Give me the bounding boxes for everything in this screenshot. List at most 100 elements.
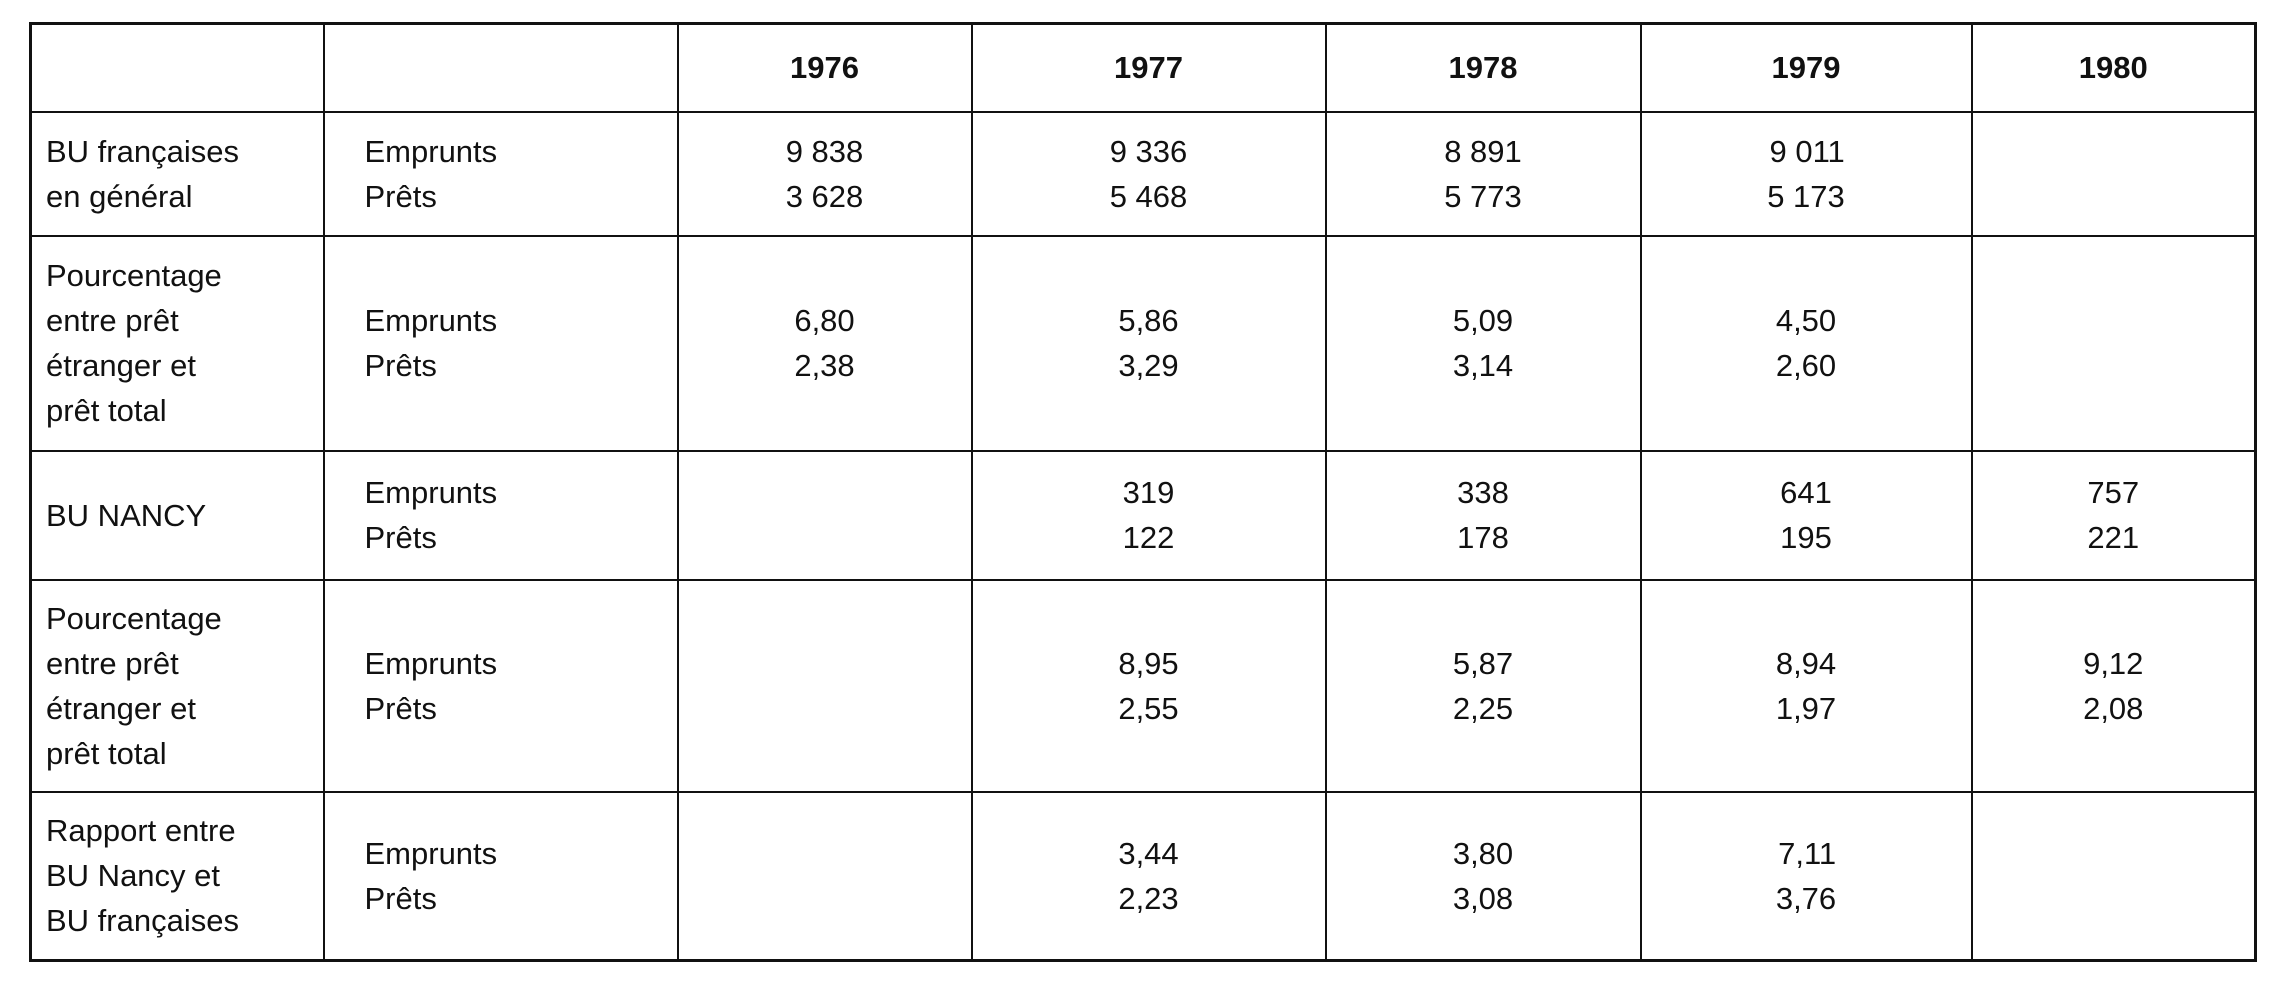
row-label-line: étranger et: [46, 348, 196, 383]
value: 757: [2087, 475, 2140, 510]
value: 3,80: [1452, 835, 1514, 871]
value: 195: [1780, 520, 1832, 555]
value-cell: 3,44 2,23: [970, 790, 1327, 962]
value-cell: 9,12 2,08: [1970, 578, 2257, 793]
year-header: 1978: [1324, 22, 1642, 113]
year-header: 1977: [970, 22, 1327, 113]
value-cell: 8,94 1,97: [1639, 578, 1973, 793]
measure-label: Emprunts: [364, 133, 498, 169]
value-cell: 319 122: [970, 449, 1327, 581]
value: 3,76: [1775, 880, 1837, 916]
value: 9 336: [1109, 133, 1188, 169]
value-block: 3,80 3,08: [1453, 831, 1513, 921]
measure-label: Prêts: [364, 520, 437, 555]
measure-label: Emprunts: [364, 475, 498, 510]
value-block: 9,12 2,08: [2083, 641, 2143, 731]
value-cell: 8 891 5 773: [1324, 110, 1642, 237]
value: 7,11: [1778, 835, 1837, 871]
value-cell: 5,87 2,25: [1324, 578, 1642, 793]
value: 9 838: [785, 133, 864, 169]
measure-cell: Emprunts Prêts: [322, 449, 679, 581]
value: 4,50: [1775, 303, 1837, 338]
value: 2,08: [2083, 690, 2144, 726]
measure-cell: Emprunts Prêts: [322, 234, 679, 452]
value-block: 9 838 3 628: [786, 129, 864, 219]
value: 122: [1122, 520, 1175, 555]
value-cell: 338 178: [1324, 449, 1642, 581]
value: 2,25: [1452, 690, 1514, 726]
data-table: 1976 1977 1978 1979 1980 BU françaises en géné…: [29, 22, 2257, 962]
value-block: 8,95 2,55: [1118, 641, 1178, 731]
value-block: 8,94 1,97: [1776, 641, 1836, 731]
value-block: 6,80 2,38: [794, 298, 854, 388]
measure-cell: Emprunts Prêts: [322, 110, 679, 237]
value-cell: [676, 578, 973, 793]
value-cell: 6,80 2,38: [676, 234, 973, 452]
value-cell: 7,11 3,76: [1639, 790, 1973, 962]
value-block: 8 891 5 773: [1444, 129, 1522, 219]
measure-label: Prêts: [364, 178, 437, 214]
row-label-line: BU françaises: [46, 903, 239, 939]
value: 2,60: [1775, 348, 1837, 383]
measure-label: Emprunts: [364, 835, 498, 871]
value: 2,23: [1118, 880, 1179, 916]
value: 3 628: [785, 178, 864, 214]
row-label-line: BU françaises: [46, 133, 239, 169]
value-cell: 3,80 3,08: [1324, 790, 1642, 962]
row-label-line: Pourcentage: [46, 600, 222, 636]
header-cell: [29, 22, 325, 113]
value-cell: 641 195: [1639, 449, 1973, 581]
row-label: Pourcentage entre prêt étranger et prêt tot…: [29, 578, 325, 793]
value: 1,97: [1775, 690, 1837, 726]
table-row: Pourcentage entre prêt étranger et prêt tot…: [29, 234, 2257, 452]
value: 5,87: [1452, 645, 1514, 681]
value: 8 891: [1444, 133, 1522, 169]
measure-cell: Emprunts Prêts: [322, 790, 679, 962]
value: 3,08: [1452, 880, 1514, 916]
row-label: Pourcentage entre prêt étranger et prêt tot…: [29, 234, 325, 452]
value-block: 319 122: [1123, 470, 1175, 560]
value: 3,44: [1118, 835, 1179, 871]
value-block: 5,86 3,29: [1118, 298, 1178, 388]
value-block: 757 221: [2087, 470, 2139, 560]
value-cell: [1970, 790, 2257, 962]
value: 5,09: [1452, 303, 1514, 338]
value-cell: [1970, 110, 2257, 237]
row-label: BU françaises en général: [29, 110, 325, 237]
measure-cell: Emprunts Prêts: [322, 578, 679, 793]
table-row: Pourcentage entre prêt étranger et prêt tot…: [29, 578, 2257, 793]
value: 319: [1122, 475, 1175, 510]
year-header: 1976: [676, 22, 973, 113]
row-label-line: en général: [46, 178, 193, 214]
value-block: 3,44 2,23: [1118, 831, 1178, 921]
value-cell: 9 336 5 468: [970, 110, 1327, 237]
value: 5 773: [1444, 178, 1522, 214]
row-label: Rapport entre BU Nancy et BU françaises: [29, 790, 325, 962]
measure-label: Emprunts: [364, 303, 498, 338]
header-cell: [322, 22, 679, 113]
value: 8,94: [1775, 645, 1837, 681]
measure-label: Prêts: [364, 690, 437, 726]
value-cell: 757 221: [1970, 449, 2257, 581]
value: 641: [1780, 475, 1832, 510]
value: 338: [1457, 475, 1509, 510]
value-cell: 5,09 3,14: [1324, 234, 1642, 452]
value-cell: [1970, 234, 2257, 452]
value: 9 011: [1769, 133, 1845, 169]
row-label-line: BU NANCY: [46, 497, 207, 533]
year-header: 1979: [1639, 22, 1973, 113]
value: 2,38: [794, 348, 855, 383]
value-block: 9 336 5 468: [1110, 129, 1188, 219]
value-cell: 9 838 3 628: [676, 110, 973, 237]
value-cell: 5,86 3,29: [970, 234, 1327, 452]
year-header: 1980: [1970, 22, 2257, 113]
value-block: 9 011 5 173: [1767, 129, 1845, 219]
row-label-line: prêt total: [46, 735, 167, 771]
header-row: 1976 1977 1978 1979 1980: [29, 22, 2257, 113]
value: 3,14: [1452, 348, 1514, 383]
value-cell: [676, 790, 973, 962]
value: 5 173: [1767, 178, 1845, 214]
row-label-line: Rapport entre: [46, 813, 236, 849]
value: 6,80: [794, 303, 855, 338]
